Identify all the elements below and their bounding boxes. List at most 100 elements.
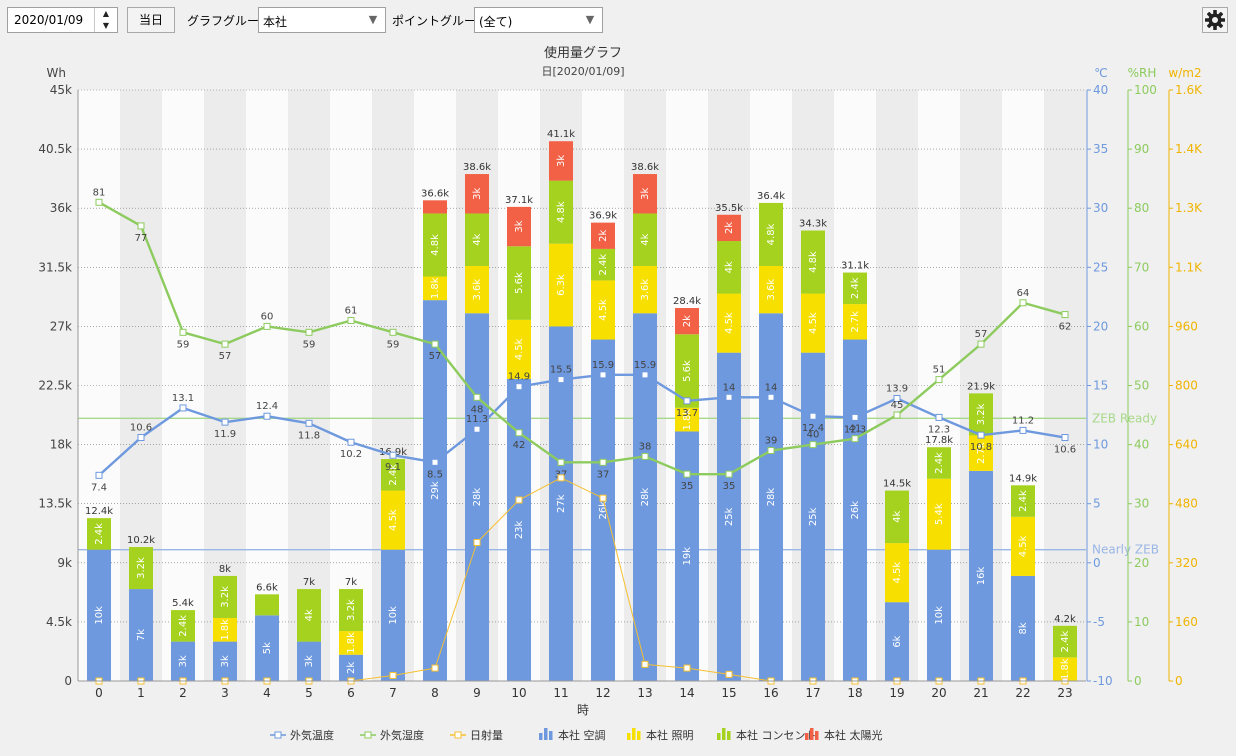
spin-up-icon[interactable]: ▲	[102, 9, 110, 18]
bar-segment-label: 2.4k	[1018, 490, 1029, 512]
solar-tick-label: 1.1K	[1175, 260, 1203, 274]
bar-total-label: 35.5k	[715, 203, 743, 214]
series-point	[683, 470, 691, 478]
series-point	[599, 494, 607, 502]
bar-segment	[171, 610, 195, 642]
x-tick-label: 3	[221, 686, 229, 700]
bar-segment-label: 4.5k	[724, 312, 735, 334]
wh-tick-label: 18k	[50, 438, 72, 452]
bar-total-label: 6.6k	[256, 582, 278, 593]
series-point-label: 57	[219, 351, 232, 362]
x-tick-label: 14	[679, 686, 694, 700]
settings-button[interactable]	[1202, 7, 1228, 33]
series-point	[263, 322, 271, 330]
bar-segment	[339, 631, 363, 655]
legend-label: 外気湿度	[380, 728, 424, 742]
series-point-label: 11.9	[214, 429, 236, 440]
bar-segment-label: 3.6k	[472, 279, 483, 301]
series-point	[473, 393, 481, 401]
bar-segment	[633, 174, 657, 214]
series-line	[98, 201, 1066, 476]
bar-segment	[549, 141, 573, 181]
legend-label: 外気温度	[290, 728, 334, 742]
temp-axis-label: ℃	[1094, 66, 1107, 80]
today-button[interactable]: 当日	[127, 7, 175, 33]
temp-tick-label: 5	[1093, 497, 1101, 511]
series-point	[935, 413, 943, 421]
x-tick-label: 6	[347, 686, 355, 700]
bar-segment	[1053, 625, 1077, 658]
bar-segment-label: 3.2k	[136, 557, 147, 579]
series-point-label: 51	[933, 365, 946, 376]
series-point-label: 11.8	[298, 430, 320, 441]
series-point-label: 10.6	[130, 423, 152, 434]
x-tick-label: 22	[1015, 686, 1030, 700]
series-point	[977, 431, 985, 439]
series-line	[98, 373, 1066, 477]
bar-segment-label: 4k	[892, 511, 903, 523]
x-tick-label: 15	[721, 686, 736, 700]
bar-segment-label: 4k	[640, 233, 651, 245]
legend-bar-icon	[637, 731, 641, 740]
bar-segment-label: 4.5k	[598, 299, 609, 321]
date-value: 2020/01/09	[14, 13, 84, 27]
bar-segment-label: 5.4k	[934, 503, 945, 525]
bar-segment-label: 2k	[682, 315, 693, 327]
bar-segment	[549, 180, 573, 244]
bar-segment-label: 5.6k	[514, 272, 525, 294]
bar-segment-label: 3k	[556, 155, 567, 167]
chart-title: 使用量グラフ	[544, 45, 622, 61]
temp-tick-label: 40	[1093, 83, 1108, 97]
bar-segment	[1011, 516, 1035, 576]
graph-group-select[interactable]: 本社 ▼	[258, 7, 386, 33]
bar-segment	[87, 549, 111, 681]
series-point	[305, 419, 313, 427]
bar-segment	[1053, 657, 1077, 681]
bar-segment-label: 4k	[724, 261, 735, 273]
bar-segment	[213, 617, 237, 642]
bar-segment-label: 3k	[220, 655, 231, 667]
bar-segment-label: 3.6k	[640, 279, 651, 301]
rh-tick-label: 0	[1134, 674, 1142, 688]
spin-down-icon[interactable]: ▼	[102, 21, 110, 30]
series-point	[1061, 311, 1069, 319]
series-point	[473, 538, 481, 546]
legend-bar-icon	[810, 728, 814, 740]
series-point-label: 15.5	[550, 365, 572, 376]
series-point-label: 38	[639, 441, 652, 452]
date-spinner[interactable]: ▲ ▼	[94, 8, 117, 32]
x-tick-label: 17	[805, 686, 820, 700]
bar-segment	[885, 602, 909, 681]
bar-segment-label: 1.8k	[220, 619, 231, 641]
x-axis-label: 時	[577, 703, 589, 717]
wh-axis-label: Wh	[47, 66, 66, 80]
bar-total-label: 10.2k	[127, 535, 155, 546]
solar-tick-label: 0	[1175, 674, 1183, 688]
solar-tick-label: 1.3K	[1175, 201, 1203, 215]
date-input[interactable]: 2020/01/09 ▲ ▼	[7, 7, 118, 33]
point-group-select[interactable]: (全て) ▼	[474, 7, 603, 33]
series-point	[809, 441, 817, 449]
bar-segment	[591, 222, 615, 249]
bar-segment	[843, 272, 867, 305]
wh-tick-label: 45k	[50, 83, 72, 97]
series-point	[641, 371, 649, 379]
series-point-label: 42	[513, 440, 526, 451]
temp-tick-label: -10	[1093, 674, 1113, 688]
solar-tick-label: 960	[1175, 319, 1198, 333]
x-tick-label: 1	[137, 686, 145, 700]
series-point	[221, 340, 229, 348]
wh-tick-label: 13.5k	[38, 497, 72, 511]
bar-segment-label: 6.3k	[556, 274, 567, 296]
series-point-label: 10.8	[970, 442, 992, 453]
bar-segment-label: 28k	[472, 488, 483, 507]
series-point	[725, 393, 733, 401]
bar-segment-label: 2.4k	[388, 464, 399, 486]
series-point	[179, 328, 187, 336]
legend-bar-icon	[632, 728, 636, 740]
temp-tick-label: -5	[1093, 615, 1105, 629]
temp-tick-label: 25	[1093, 260, 1108, 274]
bar-total-label: 4.2k	[1054, 614, 1076, 625]
bar-segment	[843, 339, 867, 681]
bar-total-label: 36.9k	[589, 211, 617, 222]
